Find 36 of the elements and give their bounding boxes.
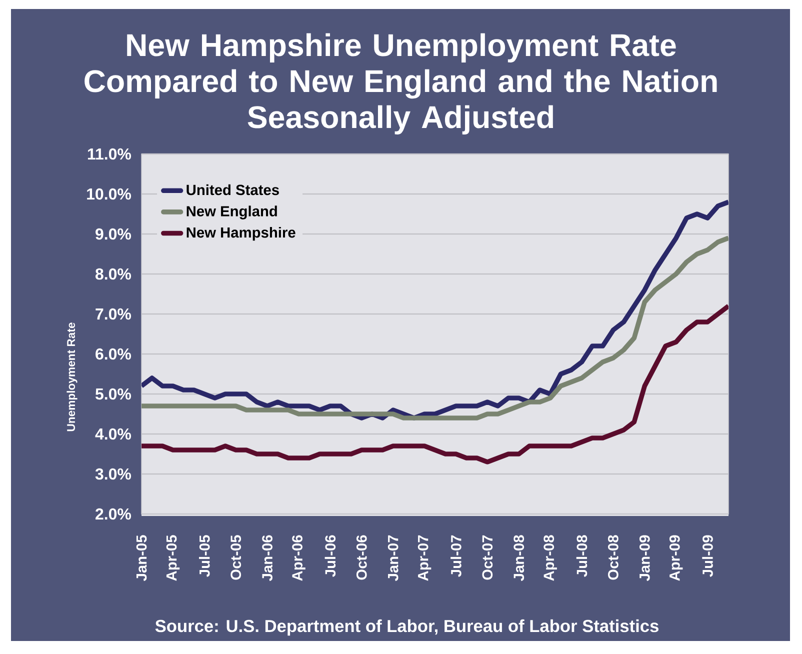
y-tick-label: 10.0% (87, 188, 132, 200)
x-tick-label: Oct-06 (356, 535, 367, 580)
x-tick-label: Apr-06 (292, 535, 306, 581)
y-tick-label: 8.0% (95, 268, 132, 280)
y-tick-label: 5.0% (95, 388, 132, 400)
y-tick-label: 6.0% (96, 348, 132, 360)
x-tick-label: Oct-05 (230, 535, 242, 580)
y-axis-title: Unemployment Rate (66, 322, 78, 432)
x-tick-label: Apr-07 (418, 535, 432, 581)
x-tick-label: Jan-06 (262, 535, 272, 581)
x-tick-label: Oct-07 (482, 535, 493, 580)
x-tick-label: Oct-08 (608, 535, 618, 580)
x-tick-label: Apr-09 (669, 535, 683, 581)
x-tick-label: Jan-07 (388, 535, 398, 581)
y-tick-label: 7.0% (96, 308, 132, 320)
y-tick-label: 11.0% (88, 148, 132, 160)
x-tick-label: Jan-05 (136, 535, 147, 581)
y-tick-label: 3.0% (95, 468, 132, 480)
x-tick-label: Jul-07 (450, 535, 462, 577)
legend-label: United States (186, 184, 279, 196)
x-tick-label: Jan-09 (639, 535, 650, 581)
x-tick-label: Jan-08 (514, 535, 524, 581)
x-tick-label: Jul-05 (199, 535, 210, 577)
y-tick-label: 9.0% (96, 228, 132, 240)
x-tick-label: Jul-08 (576, 535, 588, 577)
x-tick-label: Apr-08 (544, 535, 557, 581)
x-tick-label: Jul-06 (324, 535, 336, 577)
x-tick-label: Apr-05 (166, 535, 180, 581)
legend-label: New Hampshire (186, 226, 296, 241)
chart-subtitle: Seasonally Adjusted (248, 105, 554, 134)
chart-title: New Hampshire Unemployment Rate Compared to New England and the Nation (84, 33, 717, 99)
y-tick-label: 4.0% (95, 428, 132, 440)
y-tick-label: 2.0% (96, 508, 132, 520)
x-tick-label: Jul-09 (702, 535, 713, 577)
legend-label: New England (186, 206, 277, 220)
source-note: Source: U.S. Department of Labor, Bureau of Labor Statistics (155, 619, 658, 636)
